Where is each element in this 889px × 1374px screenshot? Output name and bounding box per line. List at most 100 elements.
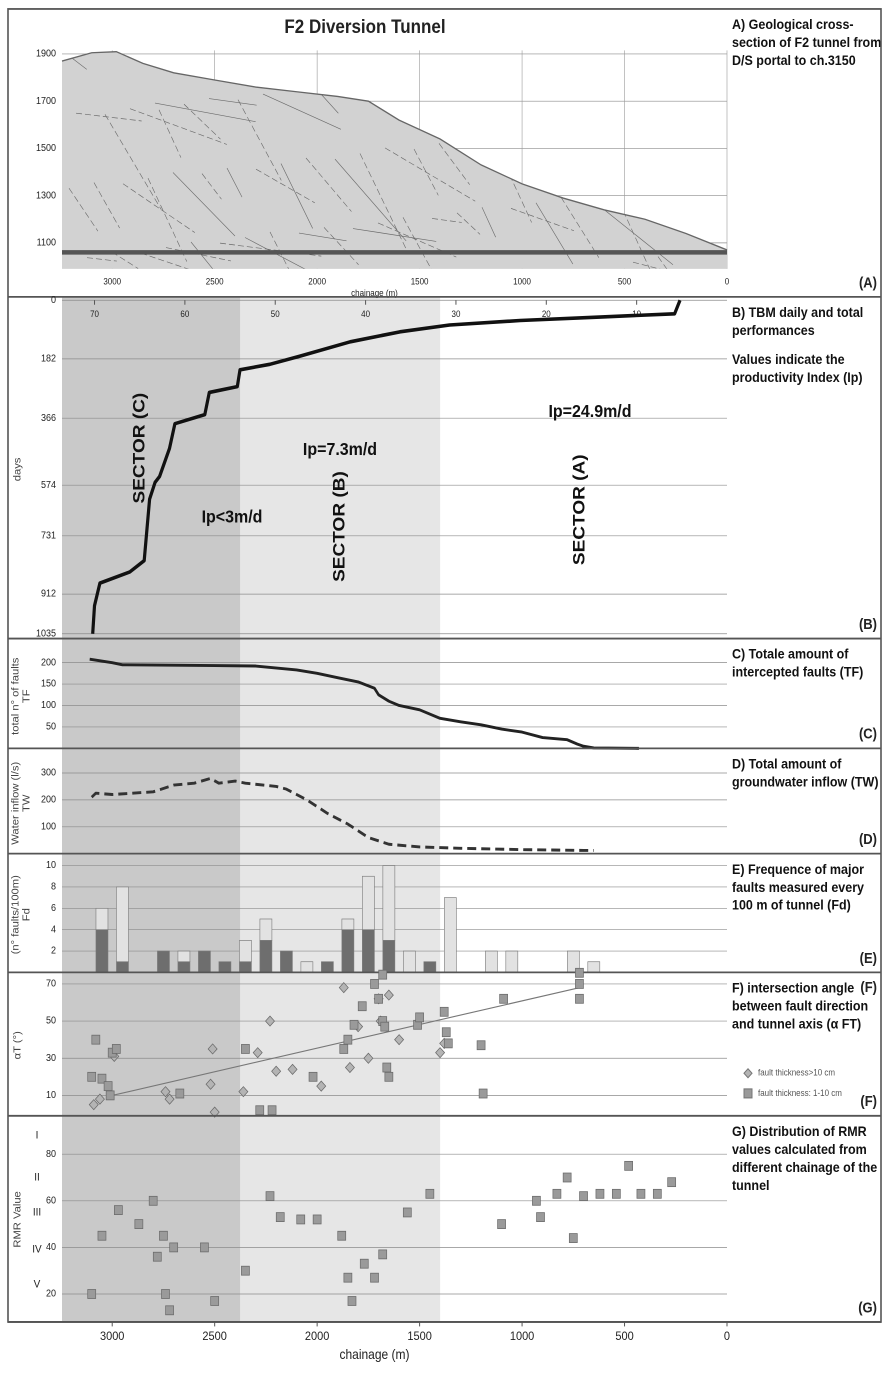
- y-tick-label: 50: [46, 1015, 56, 1027]
- sector-label: SECTOR (C): [129, 393, 148, 504]
- point-square: [297, 1215, 305, 1224]
- point-square: [241, 1044, 249, 1053]
- point-square: [313, 1215, 321, 1224]
- panel-description: C) Totale amount of intercepted faults (…: [732, 645, 882, 681]
- y-tick-label: 10: [46, 1090, 56, 1102]
- point-square: [575, 968, 583, 977]
- bar-segment: [239, 962, 251, 973]
- point-square: [98, 1231, 106, 1240]
- fault-trace: [608, 55, 690, 77]
- y-axis-label: Fd: [21, 908, 32, 921]
- y-tick-label: 366: [41, 412, 56, 424]
- y-tick-label: 912: [41, 588, 56, 600]
- fault-trace: [475, 69, 575, 90]
- point-square: [114, 1206, 122, 1215]
- bar-segment: [383, 940, 395, 972]
- fault-trace: [572, 129, 590, 156]
- y-tick-label: 200: [41, 657, 56, 669]
- y-axis-label: days: [12, 458, 23, 482]
- x-tick-label: 1500: [411, 276, 429, 287]
- x-axis-label: chainage (m): [340, 1346, 410, 1362]
- fault-trace: [367, 78, 395, 89]
- fault-trace: [342, 84, 372, 89]
- y-tick-label: 8: [51, 881, 56, 893]
- fault-trace: [597, 123, 626, 132]
- panel-label: (B): [859, 616, 877, 632]
- productivity-label: Ip<3m/d: [202, 506, 263, 526]
- y-axis-label: αT (°): [12, 1031, 23, 1059]
- point-square: [112, 1044, 120, 1053]
- bar-segment: [444, 898, 456, 973]
- point-square: [371, 1273, 379, 1282]
- point-square: [149, 1196, 157, 1205]
- x-tick-label: 2500: [202, 1329, 227, 1343]
- ground-area: [62, 52, 727, 269]
- y-tick-label: 6: [51, 903, 56, 915]
- bar-segment: [362, 876, 374, 929]
- x-tick-label: 3000: [100, 1329, 125, 1343]
- x-tick-label: 0: [725, 276, 730, 287]
- fault-trace: [500, 64, 598, 96]
- point-square: [477, 1041, 485, 1050]
- x-tick-label: 500: [618, 276, 632, 287]
- sector-label: SECTOR (A): [569, 454, 588, 565]
- point-square: [416, 1013, 424, 1022]
- point-square: [479, 1089, 487, 1098]
- point-square: [268, 1106, 276, 1115]
- point-square: [625, 1161, 633, 1170]
- bar-segment: [198, 951, 210, 972]
- bar-segment: [116, 887, 128, 962]
- point-square: [563, 1173, 571, 1182]
- y-tick-label: 1500: [36, 143, 56, 155]
- bar-segment: [280, 951, 292, 972]
- point-square: [135, 1220, 143, 1229]
- point-square: [350, 1020, 358, 1029]
- point-square: [537, 1213, 545, 1222]
- bar-segment: [96, 908, 108, 929]
- y-tick-label: 150: [41, 678, 56, 690]
- panel-description: D) Total amount of groundwater inflow (T…: [732, 755, 882, 791]
- fault-trace: [529, 65, 571, 92]
- point-square: [360, 1259, 368, 1268]
- point-square: [532, 1196, 540, 1205]
- fault-trace: [464, 138, 511, 149]
- point-square: [500, 994, 508, 1003]
- point-square: [440, 1007, 448, 1016]
- panel-label: (G): [858, 1300, 877, 1316]
- rmr-class-label: V: [34, 1278, 42, 1291]
- productivity-label: Ip=7.3m/d: [303, 439, 377, 459]
- bar-segment: [178, 962, 190, 973]
- point-square: [444, 1039, 452, 1048]
- bar-segment: [362, 930, 374, 973]
- y-tick-label: 20: [46, 1288, 56, 1300]
- description-box: A) Geological cross-section of F2 tunnel…: [732, 16, 882, 162]
- point-square: [340, 1044, 348, 1053]
- point-square: [309, 1072, 317, 1081]
- point-square: [637, 1189, 645, 1198]
- x-tick-label: 70: [90, 309, 99, 320]
- point-square: [442, 1028, 450, 1037]
- panel-label: (D): [859, 831, 877, 847]
- bar-segment: [96, 930, 108, 973]
- point-square: [668, 1178, 676, 1187]
- y-axis-label: total n° of faults: [10, 658, 21, 735]
- point-square: [498, 1220, 506, 1229]
- x-tick-label: 2000: [305, 1329, 330, 1343]
- y-tick-label: 30: [46, 1052, 56, 1064]
- point-square: [379, 1250, 387, 1259]
- point-square: [92, 1035, 100, 1044]
- x-tick-label: 3000: [103, 276, 121, 287]
- x-tick-label: 2000: [308, 276, 326, 287]
- y-tick-label: 4: [51, 924, 57, 936]
- y-axis-label: TF: [21, 689, 32, 703]
- rmr-class-label: IV: [32, 1243, 42, 1256]
- y-tick-label: 1100: [37, 237, 56, 249]
- y-tick-label: 2: [51, 945, 56, 957]
- point-square: [211, 1296, 219, 1305]
- point-square: [575, 979, 583, 988]
- y-tick-label: 70: [46, 978, 56, 990]
- y-tick-label: 1700: [36, 95, 56, 107]
- y-tick-label: 100: [41, 700, 56, 712]
- point-square: [161, 1290, 169, 1299]
- rmr-class-label: II: [34, 1171, 40, 1184]
